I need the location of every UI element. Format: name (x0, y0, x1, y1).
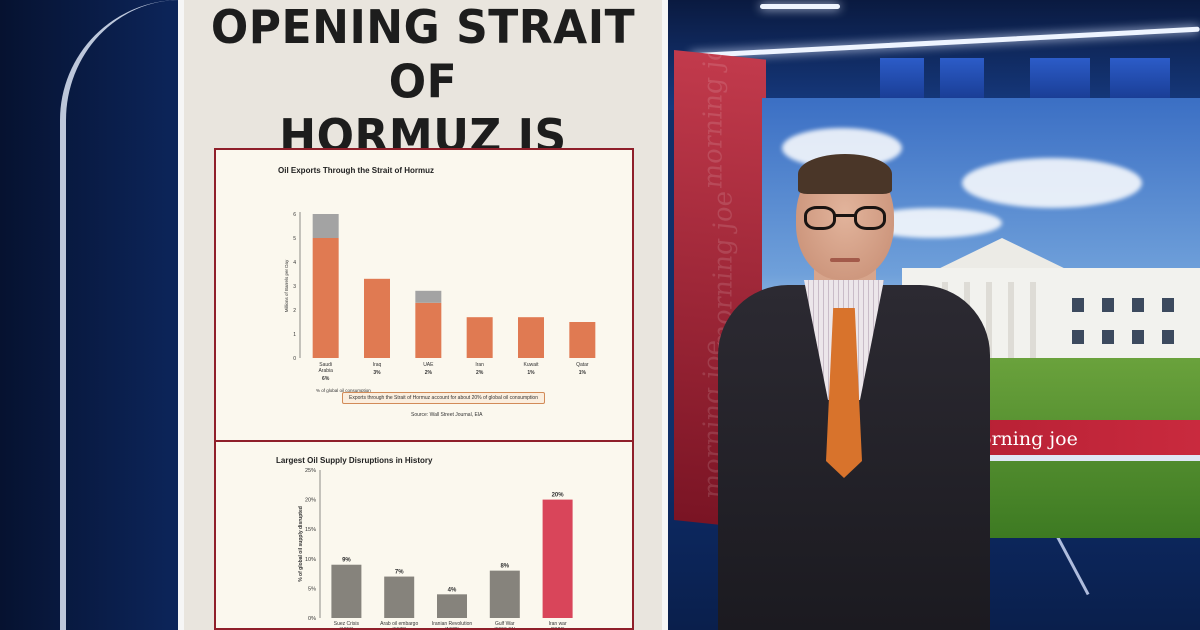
glasses-left-lens (804, 206, 836, 230)
glasses-bridge (835, 214, 855, 217)
house-window (1132, 298, 1144, 312)
data-label: 9% (342, 558, 351, 564)
anchor-mouth (830, 258, 860, 262)
house-column (1008, 282, 1014, 358)
x-tick-label: (2026) (550, 627, 565, 628)
y-tick-label: 10% (305, 557, 316, 563)
house-window (1162, 330, 1174, 344)
ceiling-light-panel (880, 58, 924, 98)
data-label: 8% (500, 564, 509, 570)
chart-callout: Exports through the Strait of Hormuz acc… (342, 392, 545, 404)
y-tick-label: 5 (293, 236, 296, 242)
house-column (1030, 282, 1036, 358)
display-board: OPENING STRAIT OF HORMUZ IS CRITICAL Oil… (178, 0, 668, 630)
bar (542, 499, 573, 618)
x-tick-label: Iranian Revolution (432, 621, 473, 627)
x-tick-label: (1979) (445, 627, 460, 628)
x-tick-label: Arabia (318, 368, 333, 374)
house-window (1072, 298, 1084, 312)
x-tick-label: Suez Crisis (334, 621, 360, 627)
y-tick-label: 0% (308, 616, 316, 622)
x-tick-label: Iran war (549, 621, 567, 627)
light-strip (760, 4, 840, 9)
data-label: 20% (552, 493, 565, 499)
ceiling-light-panel (1110, 58, 1170, 98)
chart-title: Oil Exports Through the Strait of Hormuz (278, 166, 434, 175)
house-window (1102, 298, 1114, 312)
share-caption: % of global oil consumption (316, 388, 371, 393)
bar (415, 302, 442, 358)
chart-supply-disruptions: Largest Oil Supply Disruptions in Histor… (214, 440, 634, 630)
x-tick-label: Qatar (576, 362, 589, 368)
chart-title: Largest Oil Supply Disruptions in Histor… (276, 456, 433, 465)
bar (331, 564, 362, 618)
glasses-right-lens (854, 206, 886, 230)
bar (312, 238, 339, 358)
ceiling-light-panel (1030, 58, 1090, 98)
y-tick-label: 6 (293, 212, 296, 218)
x-tick-label: Gulf War (495, 621, 515, 627)
y-tick-label: 2 (293, 308, 296, 314)
bar (466, 317, 493, 358)
bar (489, 570, 520, 618)
y-axis-label: % of global oil supply disrupted (298, 506, 304, 582)
bar-segment (312, 214, 339, 238)
bar (384, 576, 415, 618)
x-tick-label: Iraq (373, 362, 382, 368)
house-window (1102, 330, 1114, 344)
x-tick-label: (1956) (339, 627, 354, 628)
x-tick-label: Kuwait (523, 362, 539, 368)
chart-supply-disruptions-plot: 0% 5% 10% 15% 20% 25% % of global oil supply d… (298, 468, 573, 628)
category-share-label: 2% (425, 370, 433, 376)
bar (569, 322, 596, 358)
category-share-label: 1% (527, 370, 535, 376)
news-anchor (708, 150, 1008, 630)
anchor-hair (798, 154, 892, 194)
data-label: 4% (448, 587, 457, 593)
category-share-label: 2% (476, 370, 484, 376)
chart-oil-exports-plot: 0 1 2 3 4 5 6 Millions of Barrels per Day SaudiA… (284, 212, 596, 393)
bar (364, 278, 390, 358)
house-window (1132, 330, 1144, 344)
anchor-tie (826, 308, 862, 478)
y-axis-label: Millions of Barrels per Day (284, 259, 289, 312)
house-window (1162, 298, 1174, 312)
x-tick-label: UAE (423, 362, 434, 368)
x-tick-label: Saudi (319, 362, 332, 368)
y-tick-label: 5% (308, 586, 316, 592)
bar (518, 317, 544, 358)
y-tick-label: 15% (305, 527, 316, 533)
y-tick-label: 4 (293, 260, 296, 266)
data-label: 7% (395, 570, 404, 576)
board-title-line: OPENING STRAIT OF (210, 0, 636, 109)
category-share-label: 3% (373, 370, 381, 376)
chart-source: Source: Wall Street Journal, EIA (411, 412, 483, 418)
x-tick-label: (1990-91) (494, 627, 516, 628)
x-tick-label: Iran (475, 362, 484, 368)
ceiling-light-panel (940, 58, 984, 98)
y-tick-label: 3 (293, 284, 296, 290)
house-window (1072, 330, 1084, 344)
house-pediment (932, 238, 1072, 272)
category-share-label: 1% (579, 370, 587, 376)
y-tick-label: 25% (305, 468, 316, 474)
x-tick-label: (1973) (392, 627, 407, 628)
brand-banner-text: morning joe (962, 428, 1078, 450)
house-column (986, 282, 992, 358)
studio-arch (60, 0, 230, 630)
category-share-label: 6% (322, 376, 330, 382)
y-tick-label: 0 (293, 356, 296, 362)
bar (437, 594, 467, 618)
y-tick-label: 20% (305, 498, 316, 504)
y-tick-label: 1 (293, 332, 296, 338)
bar-segment (415, 290, 442, 303)
cloud (962, 158, 1142, 208)
chart-oil-exports: Oil Exports Through the Strait of Hormuz… (214, 148, 634, 444)
x-tick-label: Arab oil embargo (380, 621, 418, 627)
